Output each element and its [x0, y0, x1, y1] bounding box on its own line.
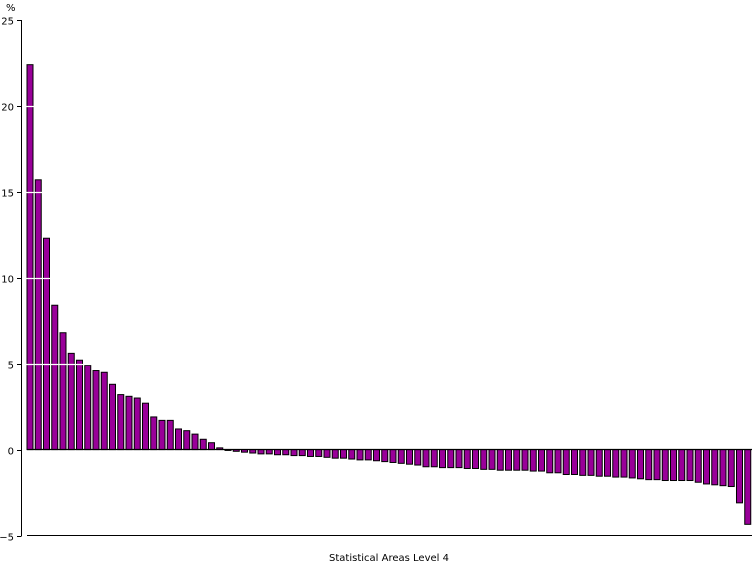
bar — [505, 449, 512, 471]
bar — [191, 433, 199, 451]
bar — [736, 449, 743, 504]
y-axis-ticks: 25 20 15 10 5 0 −5 — [0, 17, 22, 544]
bar — [397, 449, 405, 464]
bar — [356, 449, 364, 461]
bar — [381, 449, 389, 463]
bar — [727, 449, 735, 488]
bar — [158, 419, 166, 451]
bar — [257, 449, 265, 455]
bar-series — [26, 64, 752, 525]
bar — [496, 449, 504, 471]
bar — [67, 352, 75, 451]
bar — [117, 394, 125, 451]
bar — [348, 449, 356, 460]
bar — [331, 449, 339, 459]
bar — [422, 449, 430, 468]
bar — [488, 449, 496, 470]
bar — [199, 438, 207, 451]
bar — [538, 449, 545, 472]
bar — [150, 416, 158, 451]
bar — [406, 449, 413, 465]
y-tick-label: 25 — [1, 17, 14, 28]
bar — [315, 449, 323, 457]
bar — [364, 449, 372, 461]
bar — [595, 449, 603, 477]
bar — [175, 428, 182, 451]
y-axis-unit-label: % — [6, 3, 16, 14]
bar — [694, 449, 702, 483]
bar — [166, 419, 174, 451]
y-tick-label: 0 — [8, 447, 14, 458]
bar — [298, 449, 306, 457]
bar — [711, 449, 719, 486]
bar — [529, 449, 537, 472]
bar — [554, 449, 562, 474]
bar — [571, 449, 578, 475]
y-tick-label: 10 — [1, 275, 14, 286]
bar — [414, 449, 422, 466]
bar — [274, 449, 281, 456]
bar — [463, 449, 471, 469]
bar — [92, 370, 100, 451]
bar — [480, 449, 488, 470]
bar — [546, 449, 554, 474]
bar — [307, 449, 314, 457]
bar — [637, 449, 644, 480]
bar — [604, 449, 611, 477]
bar — [455, 449, 463, 469]
bar — [661, 449, 669, 482]
bar — [265, 449, 273, 455]
bar — [620, 449, 628, 478]
bar — [59, 332, 67, 451]
bar — [521, 449, 529, 471]
y-tick-label: 20 — [1, 103, 14, 114]
bar — [26, 64, 34, 451]
gridlines — [22, 105, 752, 366]
bar — [670, 449, 677, 482]
bar — [744, 449, 752, 525]
bar — [513, 449, 521, 471]
bar — [703, 449, 710, 485]
bar — [587, 449, 595, 476]
bar — [439, 449, 446, 469]
bar — [562, 449, 570, 475]
y-tick-label: −5 — [0, 533, 14, 544]
bar — [430, 449, 438, 468]
bar — [389, 449, 397, 463]
bar — [323, 449, 331, 458]
bar — [34, 179, 42, 451]
bar — [282, 449, 290, 456]
bar — [51, 304, 59, 451]
bar — [84, 364, 92, 451]
bar — [43, 237, 50, 451]
bar — [373, 449, 380, 462]
bar — [183, 430, 191, 451]
bar — [208, 442, 215, 451]
bar — [653, 449, 661, 481]
bar — [579, 449, 587, 476]
bar — [472, 449, 479, 469]
bar — [686, 449, 694, 482]
bar — [678, 449, 686, 482]
bar — [612, 449, 620, 478]
bar — [719, 449, 727, 487]
bar — [76, 359, 83, 451]
bar — [109, 383, 116, 451]
bar — [340, 449, 347, 459]
bar — [142, 402, 149, 451]
y-tick-label: 15 — [1, 189, 14, 200]
bar — [133, 397, 141, 451]
bar — [100, 371, 108, 451]
bar — [290, 449, 298, 457]
bar — [645, 449, 653, 481]
x-axis-title: Statistical Areas Level 4 — [329, 553, 449, 564]
y-tick-label: 5 — [8, 361, 14, 372]
bar — [447, 449, 455, 469]
bar — [125, 395, 133, 451]
bar — [628, 449, 636, 479]
